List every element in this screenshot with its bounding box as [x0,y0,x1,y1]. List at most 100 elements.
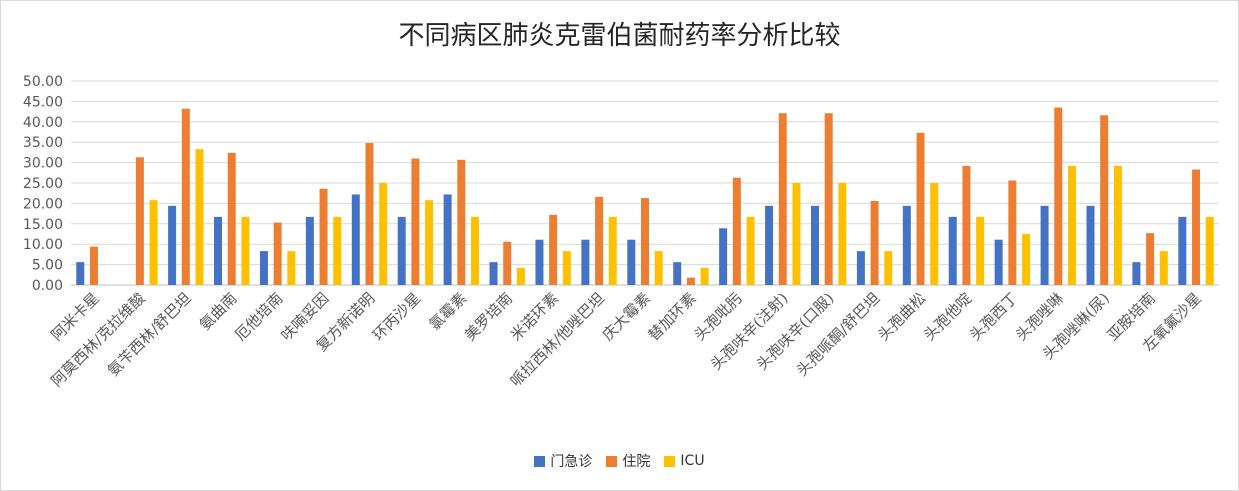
bar [627,239,636,285]
bar [489,262,498,285]
bar [792,183,801,285]
legend-item-icu: ICU [664,451,705,471]
bar [333,216,342,285]
bar [425,200,434,285]
x-tick-label: 头孢哌酮/舒巴坦 [793,289,884,380]
bar [930,183,939,285]
bar [778,113,787,286]
bar [471,216,480,285]
bar [1205,216,1214,285]
legend-item-inpatient: 住院 [606,451,650,471]
bar [962,165,971,285]
bar [135,157,144,285]
bar [824,113,833,286]
bar [1132,262,1141,285]
x-tick-label: 环丙沙星 [369,289,424,344]
x-tick-label: 头孢他啶 [920,289,975,344]
bar [856,251,865,285]
bar [595,196,604,285]
legend: 门急诊 住院 ICU [1,451,1238,471]
bar [411,158,420,285]
bar [765,205,774,285]
bar [686,277,695,285]
y-tick-label: 40.00 [23,115,63,131]
bar [457,159,466,285]
x-tick-label: 庆大霉素 [599,289,654,344]
y-tick-label: 15.00 [23,217,63,233]
x-tick-label: 氯霉素 [426,289,471,334]
bar [76,262,85,285]
x-tick-label: 美罗培南 [461,289,516,344]
bar [732,177,741,285]
bar [181,108,190,285]
bar [227,152,236,285]
bar [902,205,911,285]
x-tick-label: 头孢西丁 [966,289,1021,344]
bar [549,214,558,285]
bar [443,194,452,285]
bar [1178,216,1187,285]
bar [654,251,663,285]
legend-swatch-outpatient [534,455,546,467]
bar [838,183,847,285]
x-tick-label: 氨曲南 [196,289,241,334]
bar [1086,205,1095,285]
y-tick-label: 5.00 [32,258,63,274]
bar [1146,233,1155,285]
y-tick-label: 30.00 [23,156,63,172]
bar [195,149,204,285]
bar [700,267,709,285]
bar [948,216,957,285]
bar [1054,107,1063,286]
y-tick-label: 25.00 [23,176,63,192]
bar [305,216,314,285]
bar [884,251,893,285]
bar [1113,165,1122,285]
y-tick-label: 45.00 [23,94,63,110]
x-tick-label: 氨苄西林/舒巴坦 [104,289,195,380]
bar [149,200,158,285]
bar [1067,165,1076,285]
y-tick-label: 0.00 [32,278,63,294]
bar [397,216,406,285]
bar [1192,169,1201,285]
bar [608,216,617,285]
bar [259,251,268,285]
bar [319,188,328,285]
legend-label-icu: ICU [680,453,705,469]
bar [1040,205,1049,285]
x-tick-label: 头孢曲松 [874,289,929,344]
bar [916,132,925,285]
bar [287,251,296,285]
y-tick-label: 20.00 [23,196,63,212]
bar [1159,251,1168,285]
bar [1022,234,1031,285]
bar [1100,115,1109,285]
bar [351,194,360,285]
bar [673,262,682,285]
legend-item-outpatient: 门急诊 [534,451,592,471]
bar [994,239,1003,285]
bar [379,183,388,285]
bar [535,239,544,285]
bar [719,228,728,285]
chart-title: 不同病区肺炎克雷伯菌耐药率分析比较 [398,21,841,51]
bar [870,200,879,285]
bar [241,216,250,285]
bar [273,222,282,285]
legend-label-inpatient: 住院 [622,454,651,470]
bar [641,198,649,285]
x-tick-label: 替加环素 [645,289,700,344]
legend-swatch-icu [664,455,676,467]
y-tick-label: 10.00 [23,237,63,253]
bar [214,216,223,285]
bar [365,143,374,285]
y-tick-label: 50.00 [23,74,63,90]
bar [168,205,177,285]
bar [503,241,512,285]
bar [810,205,819,285]
bar [976,216,985,285]
bar [746,216,755,285]
